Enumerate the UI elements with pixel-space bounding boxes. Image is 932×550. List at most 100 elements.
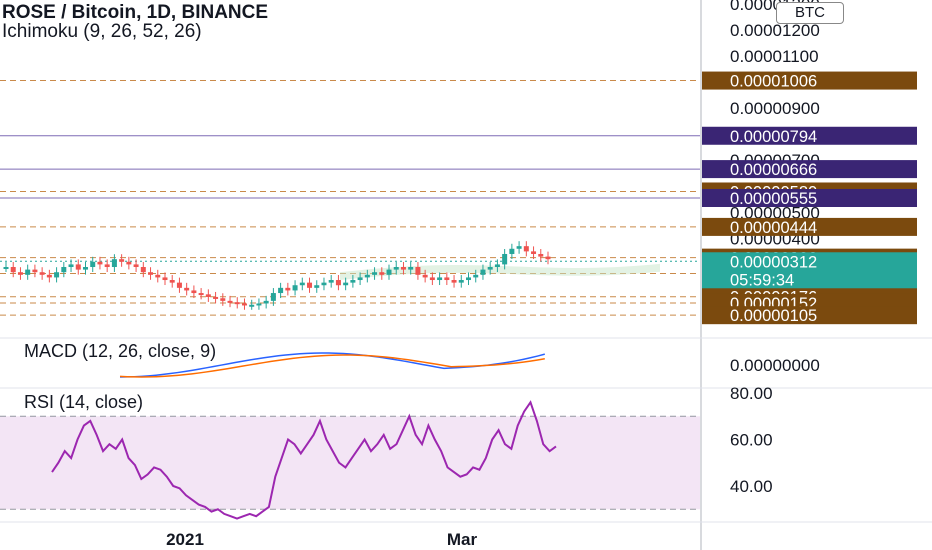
candle-body — [408, 267, 414, 270]
candle-body — [61, 267, 67, 273]
candle-body — [75, 264, 81, 270]
price-tick-label: 0.00001200 — [730, 21, 820, 40]
level-tag — [702, 160, 917, 179]
candle-body — [169, 280, 175, 283]
candle-body — [184, 287, 190, 291]
candle-body — [97, 261, 103, 265]
candle-body — [444, 277, 450, 281]
macd-signal-line — [119, 354, 545, 378]
candle-body — [516, 246, 522, 249]
candle-body — [270, 293, 276, 301]
current-price-tag — [702, 252, 917, 289]
indicator-label: Ichimoku (9, 26, 52, 26) — [2, 21, 202, 42]
candle-body — [509, 248, 515, 254]
candle-body — [162, 277, 168, 281]
candle-body — [3, 267, 9, 270]
candle-body — [473, 274, 479, 278]
x-tick-label: 2021 — [166, 530, 204, 549]
candle-body — [487, 267, 493, 270]
level-tag-label: 0.00000444 — [730, 219, 817, 237]
rsi-tick-label: 80.00 — [730, 384, 773, 403]
candle-body — [140, 267, 146, 273]
candle-body — [46, 274, 52, 278]
rsi-tick-label: 60.00 — [730, 431, 773, 450]
candle-body — [213, 296, 219, 299]
candle-body — [335, 280, 341, 286]
candle-body — [357, 277, 363, 281]
candle-body — [263, 300, 269, 304]
candle-body — [400, 267, 406, 270]
currency-badge[interactable]: BTC — [776, 2, 844, 24]
candle-body — [523, 246, 529, 252]
candle-body — [480, 269, 486, 275]
candle-body — [321, 282, 327, 286]
candle-body — [148, 272, 154, 275]
x-axis: 2021 Mar — [166, 530, 477, 549]
candle-body — [39, 272, 45, 275]
candle-body — [241, 303, 247, 306]
level-tag — [702, 306, 917, 325]
candle-body — [437, 277, 443, 281]
level-tag-label: 0.00000105 — [730, 307, 817, 325]
candle-body — [54, 272, 60, 278]
candle-body — [538, 253, 544, 257]
candle-body — [111, 259, 117, 268]
candle-body — [278, 287, 284, 294]
rsi-label: RSI (14, close) — [24, 392, 144, 412]
price-axis: 0.000013000.000012000.000011000.00000900… — [730, 0, 820, 248]
candle-body — [68, 264, 74, 268]
candle-body — [256, 303, 262, 306]
candle-body — [502, 253, 508, 265]
candle-body — [307, 282, 313, 288]
candle-body — [32, 269, 38, 273]
price-tick-label: 0.00000900 — [730, 99, 820, 118]
candle-body — [299, 282, 305, 286]
candle-body — [451, 280, 457, 283]
candle-body — [126, 261, 132, 265]
candle-body — [191, 290, 197, 294]
candle-body — [220, 298, 226, 301]
candle-body — [25, 269, 31, 275]
candle-body — [10, 267, 16, 273]
rsi-tick-label: 40.00 — [730, 477, 773, 496]
level-tag — [702, 71, 917, 90]
level-tag — [702, 126, 917, 145]
candle-body — [531, 251, 537, 254]
candle-body — [176, 282, 182, 288]
macd-pane: 0.00000000 — [119, 352, 820, 378]
candle-body — [249, 304, 255, 307]
candle-body — [350, 280, 356, 283]
candle-body — [155, 274, 161, 278]
candle-body — [104, 264, 110, 268]
candle-body — [285, 287, 291, 291]
candle-body — [17, 272, 23, 275]
candle-body — [90, 261, 96, 268]
level-tag-label: 0.00000794 — [730, 128, 817, 146]
candle-body — [234, 302, 240, 305]
level-tag — [702, 189, 917, 207]
candle-body — [393, 267, 399, 270]
level-tag-label: 0.00001006 — [730, 73, 817, 91]
candle-body — [494, 264, 500, 268]
rsi-line — [51, 400, 557, 520]
candle-body — [133, 264, 139, 268]
rsi-pane: 80.00 60.00 40.00 — [0, 384, 773, 520]
candle-body — [422, 274, 428, 278]
price-tick-label: 0.00001100 — [730, 47, 819, 66]
macd-zero-label: 0.00000000 — [730, 356, 820, 375]
candle-body — [458, 280, 464, 283]
candle-body — [466, 277, 472, 281]
candles — [3, 241, 551, 310]
candle-body — [198, 293, 204, 296]
countdown-label: 05:59:34 — [730, 271, 794, 289]
candle-body — [119, 259, 125, 262]
candle-body — [545, 256, 551, 260]
rsi-band — [0, 416, 700, 510]
candle-body — [415, 267, 421, 275]
level-tags: 0.000010060.000007940.000006660.00000580… — [702, 71, 917, 325]
candle-body — [364, 274, 370, 278]
level-tag-label: 0.00000555 — [730, 190, 817, 208]
level-tag — [702, 217, 917, 236]
current-price-label: 0.00000312 — [730, 253, 817, 271]
